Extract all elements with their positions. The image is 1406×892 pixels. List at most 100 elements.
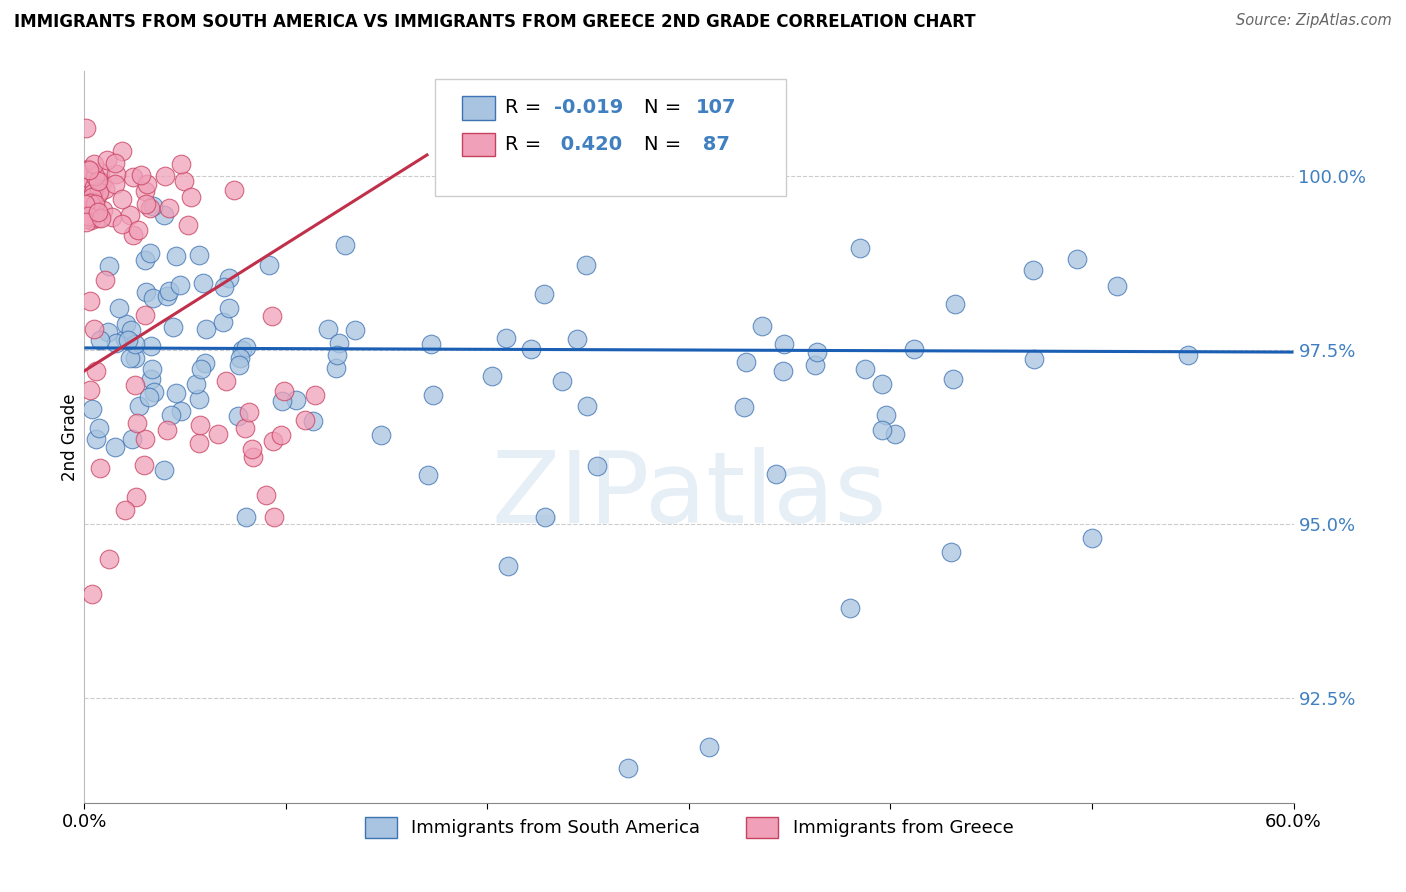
Point [254, 488, 277, 502]
Point [152, 208, 174, 222]
Point [138, 246, 160, 260]
Point [370, 428, 392, 442]
Point [139, 372, 162, 386]
Point [188, 436, 211, 450]
Point [422, 388, 444, 402]
Point [242, 450, 264, 464]
Point [839, 600, 862, 615]
Point [79, 383, 101, 397]
Point [87, 186, 110, 200]
Text: IMMIGRANTS FROM SOUTH AMERICA VS IMMIGRANTS FROM GREECE 2ND GRADE CORRELATION CH: IMMIGRANTS FROM SOUTH AMERICA VS IMMIGRA… [14, 13, 976, 31]
Point [238, 405, 260, 419]
Point [235, 510, 257, 524]
Point [86, 205, 108, 219]
Point [153, 463, 176, 477]
Point [79, 195, 101, 210]
Point [585, 458, 607, 473]
Point [104, 336, 127, 351]
Point [190, 362, 212, 376]
Point [87, 174, 110, 188]
Point [617, 761, 640, 775]
Point [772, 364, 794, 378]
Point [135, 197, 157, 211]
Point [184, 376, 207, 391]
Point [263, 510, 285, 524]
Text: Source: ZipAtlas.com: Source: ZipAtlas.com [1236, 13, 1392, 29]
Point [419, 337, 441, 351]
Point [75, 208, 97, 222]
Point [316, 322, 339, 336]
Point [134, 308, 156, 322]
Point [520, 342, 543, 356]
Point [91, 175, 114, 189]
Point [108, 301, 131, 315]
Point [121, 169, 143, 184]
Point [335, 238, 357, 252]
Point [114, 332, 136, 346]
Point [79, 294, 101, 309]
Point [806, 344, 828, 359]
Point [156, 289, 179, 303]
Point [111, 193, 134, 207]
Point [942, 372, 965, 386]
Point [235, 340, 257, 354]
Point [83, 180, 105, 194]
Point [125, 490, 148, 504]
Point [302, 414, 325, 428]
Point [233, 421, 256, 435]
Point [118, 351, 141, 366]
Point [111, 144, 134, 158]
Point [1066, 252, 1088, 266]
Point [104, 440, 127, 454]
Point [96, 153, 118, 168]
Point [80, 197, 103, 211]
Point [82, 186, 104, 200]
Text: 87: 87 [696, 135, 730, 154]
Point [211, 315, 233, 329]
Point [157, 201, 180, 215]
Point [114, 503, 136, 517]
Point [157, 284, 180, 298]
Point [262, 434, 284, 448]
Point [773, 337, 796, 351]
Point [224, 183, 246, 197]
Point [75, 214, 97, 228]
Point [270, 428, 292, 442]
Point [124, 351, 146, 366]
Point [104, 177, 127, 191]
Point [939, 545, 962, 559]
Point [101, 211, 124, 225]
Point [416, 467, 439, 482]
Point [80, 401, 103, 416]
Point [90, 211, 112, 225]
Point [142, 199, 165, 213]
Point [127, 223, 149, 237]
Point [75, 212, 97, 227]
Point [162, 319, 184, 334]
Point [187, 392, 209, 407]
Point [105, 167, 128, 181]
Point [270, 393, 292, 408]
Point [87, 211, 110, 225]
Point [89, 421, 111, 435]
Point [344, 323, 367, 337]
Point [551, 374, 574, 388]
Point [565, 333, 588, 347]
Point [875, 408, 897, 422]
Text: N =: N = [644, 135, 688, 154]
Point [870, 423, 893, 437]
Point [82, 587, 104, 601]
Point [165, 385, 187, 400]
Point [134, 432, 156, 446]
Text: ZIPatlas: ZIPatlas [491, 447, 887, 544]
Point [533, 287, 555, 301]
Point [194, 355, 217, 369]
Point [125, 416, 148, 430]
Point [481, 369, 503, 384]
Point [576, 399, 599, 413]
Point [80, 194, 103, 209]
Point [735, 354, 758, 368]
Point [135, 177, 157, 191]
Point [218, 271, 240, 285]
Point [87, 183, 110, 197]
